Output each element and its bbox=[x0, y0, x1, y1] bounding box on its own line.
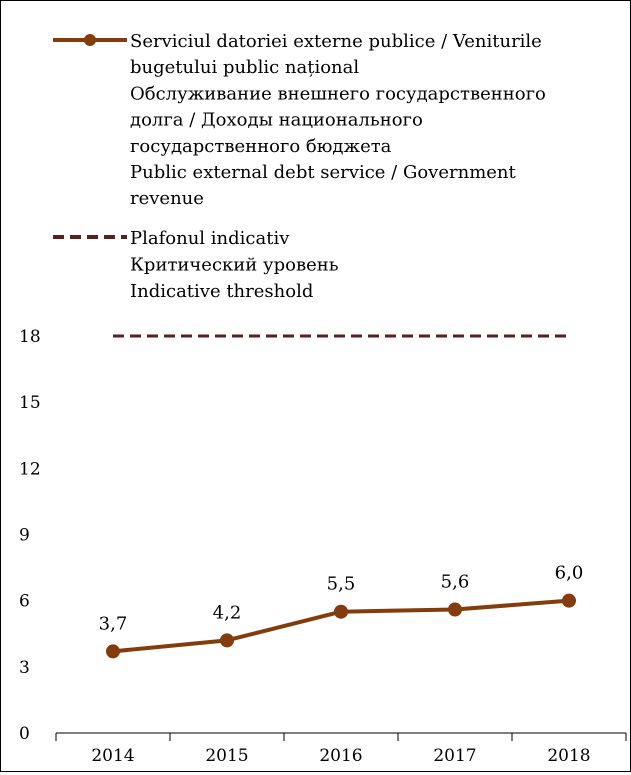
y-axis: 0 3 6 9 12 15 18 bbox=[19, 327, 41, 744]
y-tick-label: 15 bbox=[19, 393, 41, 413]
legend-marker-debt-service bbox=[84, 34, 96, 46]
y-tick-label: 9 bbox=[19, 526, 30, 546]
data-point bbox=[562, 593, 576, 608]
data-label: 5,6 bbox=[441, 571, 470, 592]
x-tick-label: 2017 bbox=[433, 746, 476, 766]
plot-area: 3,7 4,2 5,5 5,6 6,0 bbox=[99, 334, 584, 659]
x-axis: 2014 2015 2016 2017 2018 bbox=[55, 732, 627, 766]
legend-label-threshold: Plafonul indicativ bbox=[130, 228, 290, 249]
x-tick-label: 2018 bbox=[547, 746, 590, 766]
y-tick-label: 3 bbox=[19, 658, 30, 678]
data-point bbox=[448, 602, 462, 617]
data-label: 5,5 bbox=[327, 574, 356, 595]
legend-label-debt-service: долга / Доходы национального bbox=[130, 110, 423, 131]
x-tick-label: 2014 bbox=[91, 746, 134, 766]
legend-label-debt-service: государственного бюджета bbox=[130, 136, 392, 157]
data-point bbox=[334, 604, 348, 619]
data-point bbox=[220, 633, 234, 648]
x-tick-label: 2016 bbox=[319, 746, 362, 766]
legend-label-debt-service: Serviciul datoriei externe publice / Ven… bbox=[130, 31, 542, 52]
y-tick-label: 6 bbox=[19, 592, 30, 612]
legend-label-debt-service: bugetului public național bbox=[130, 57, 359, 78]
legend-label-debt-service: Обслуживание внешнего государственного bbox=[130, 83, 546, 104]
legend-label-debt-service: Public external debt service / Governmen… bbox=[130, 162, 517, 183]
legend-label-threshold: Indicative threshold bbox=[130, 281, 313, 302]
legend-label-threshold: Критический уровень bbox=[130, 255, 339, 276]
data-label: 3,7 bbox=[99, 613, 128, 634]
y-tick-label: 18 bbox=[19, 327, 41, 347]
data-label: 4,2 bbox=[213, 602, 242, 623]
data-label: 6,0 bbox=[555, 563, 584, 584]
legend: Serviciul datoriei externe publice / Ven… bbox=[53, 31, 546, 302]
x-tick-label: 2015 bbox=[205, 746, 248, 766]
data-point bbox=[106, 644, 120, 659]
legend-label-debt-service: revenue bbox=[130, 188, 204, 209]
y-tick-label: 12 bbox=[19, 459, 41, 479]
y-tick-label: 0 bbox=[19, 724, 30, 744]
